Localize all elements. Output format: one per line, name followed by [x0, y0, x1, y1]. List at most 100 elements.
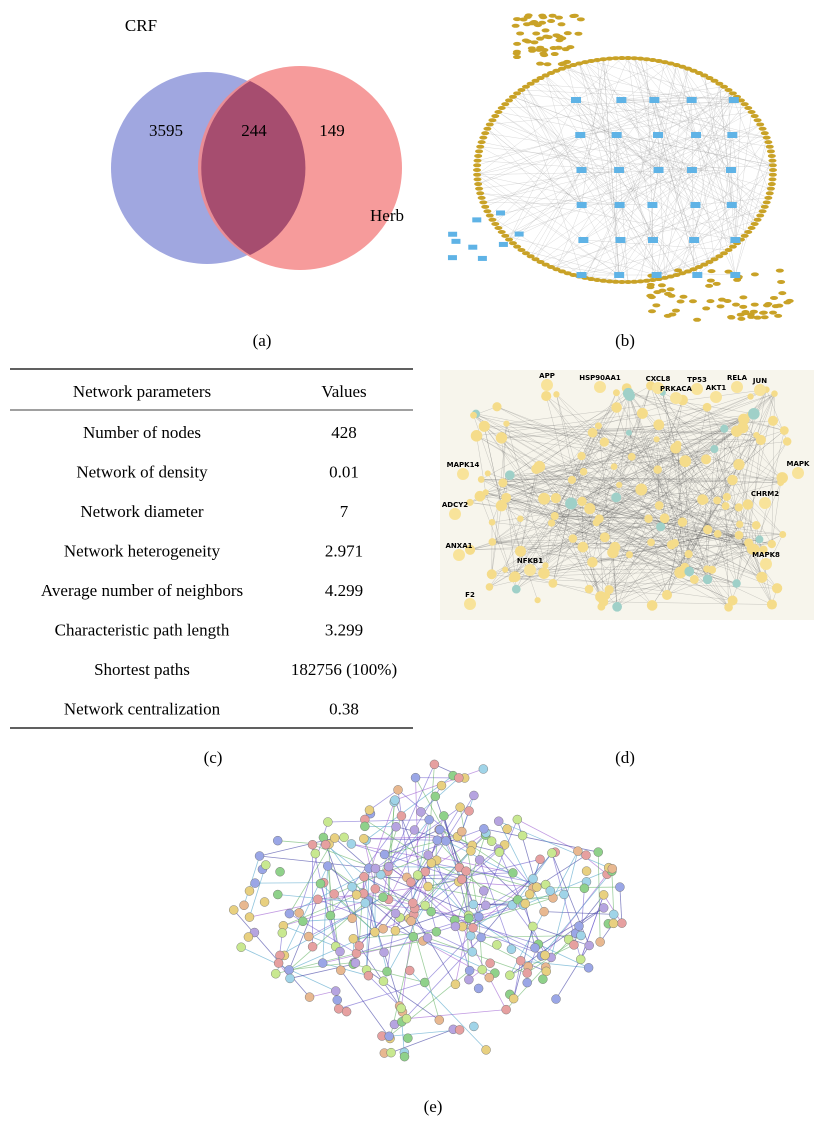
edge — [614, 525, 757, 548]
node — [376, 869, 386, 880]
node — [521, 251, 530, 256]
node — [750, 302, 759, 307]
node — [758, 209, 767, 214]
node — [611, 402, 622, 413]
edge — [725, 393, 775, 507]
node — [468, 899, 479, 910]
node — [722, 492, 731, 501]
node — [576, 954, 586, 965]
node-label: NFKB1 — [517, 557, 543, 565]
node — [671, 308, 680, 313]
edge — [656, 253, 725, 276]
edge — [654, 99, 710, 263]
node — [478, 764, 489, 774]
node — [610, 463, 618, 470]
overlap — [201, 81, 306, 255]
edge — [609, 204, 732, 282]
edge — [540, 77, 659, 171]
edge — [736, 431, 783, 478]
node — [370, 927, 380, 937]
node — [424, 814, 434, 825]
edge — [415, 777, 467, 872]
edge — [693, 83, 720, 241]
node — [485, 958, 495, 968]
node — [426, 906, 436, 917]
edge — [481, 479, 757, 526]
edge — [455, 918, 470, 985]
node — [712, 281, 721, 286]
node — [689, 574, 699, 584]
node — [513, 244, 522, 249]
edge — [694, 219, 758, 241]
edge — [530, 83, 659, 171]
node — [660, 275, 669, 280]
node — [768, 158, 777, 163]
node — [491, 221, 500, 226]
node — [536, 36, 545, 41]
edge — [410, 854, 429, 883]
edge — [546, 395, 652, 543]
edge — [469, 407, 708, 503]
node — [517, 515, 524, 523]
node — [635, 483, 648, 496]
node — [720, 84, 729, 89]
edge — [616, 134, 773, 166]
edge — [501, 407, 708, 439]
node — [498, 478, 508, 488]
node — [378, 924, 388, 934]
edge — [684, 549, 755, 568]
node — [764, 140, 773, 145]
edge — [688, 393, 775, 555]
edge — [634, 58, 697, 136]
edge — [656, 93, 734, 276]
node — [273, 835, 283, 846]
edge — [506, 389, 767, 498]
node — [538, 492, 551, 505]
node — [624, 390, 635, 401]
edge — [677, 439, 761, 445]
node — [259, 897, 270, 907]
edge — [556, 169, 620, 270]
node — [275, 950, 285, 961]
node — [785, 298, 794, 303]
node — [724, 603, 733, 612]
edge — [492, 120, 736, 241]
node — [646, 285, 655, 290]
node — [593, 278, 602, 283]
node — [689, 237, 700, 243]
node — [728, 91, 737, 96]
node — [547, 18, 556, 23]
node — [644, 514, 653, 523]
edge — [561, 68, 693, 171]
edge — [517, 93, 577, 101]
node — [341, 1006, 352, 1017]
node — [595, 937, 605, 947]
edge — [670, 63, 692, 101]
edge — [498, 820, 609, 869]
node — [715, 81, 724, 86]
row-label: Characteristic path length — [55, 621, 230, 640]
node — [479, 200, 488, 205]
right-label: Herb — [370, 206, 404, 225]
node — [304, 992, 315, 1002]
edge — [571, 407, 617, 480]
edge — [706, 448, 715, 569]
node — [762, 200, 771, 205]
node — [756, 571, 768, 583]
node — [514, 231, 524, 237]
edge — [476, 169, 584, 241]
node — [512, 814, 523, 825]
edge — [704, 75, 736, 276]
node — [384, 1031, 394, 1041]
node — [753, 118, 762, 123]
node — [557, 62, 566, 67]
node — [647, 202, 658, 208]
edge — [489, 134, 581, 216]
node — [486, 836, 497, 846]
node — [547, 71, 555, 76]
edge — [660, 526, 762, 578]
node — [653, 167, 664, 173]
node-label: MAPK14 — [447, 461, 480, 469]
edge — [489, 124, 621, 241]
node — [543, 62, 552, 67]
